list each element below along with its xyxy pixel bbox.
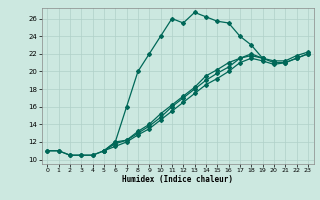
X-axis label: Humidex (Indice chaleur): Humidex (Indice chaleur) <box>122 175 233 184</box>
